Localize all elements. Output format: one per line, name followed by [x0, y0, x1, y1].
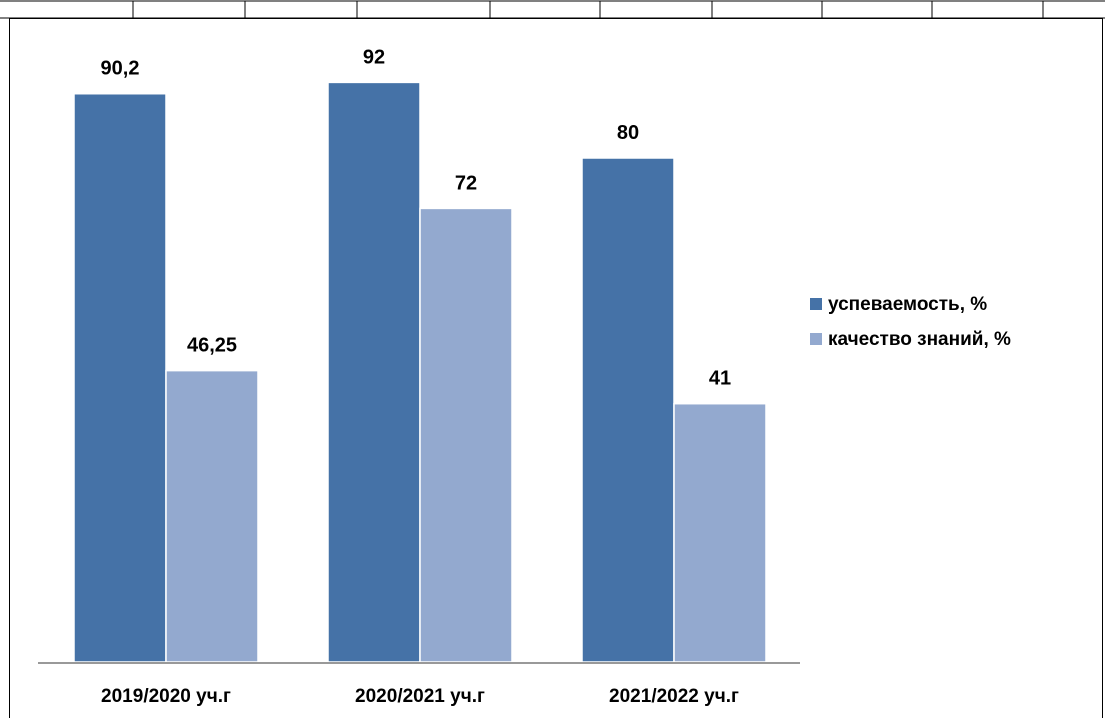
bar-uspevaemost-2	[327, 81, 421, 663]
data-label: 46,25	[187, 335, 237, 357]
bar-uspevaemost-1	[73, 92, 167, 663]
legend: успеваемость, % качество знаний, %	[810, 294, 1011, 350]
bar-kachestvo-2	[419, 207, 513, 663]
chart-frame	[9, 18, 1103, 718]
legend-swatch	[810, 333, 822, 345]
x-tick-label: 2019/2020 уч.г	[101, 686, 231, 707]
data-label: 92	[363, 46, 385, 68]
data-label: 80	[617, 122, 639, 144]
bars-layer	[73, 81, 767, 663]
data-labels-layer: 90,2 92 80 46,25 72 41	[101, 46, 732, 389]
legend-label: успеваемость, %	[828, 294, 987, 315]
data-label: 72	[455, 172, 477, 194]
legend-label: качество знаний, %	[828, 329, 1011, 350]
bar-kachestvo-3	[673, 402, 767, 663]
data-label: 41	[709, 368, 731, 390]
bar-kachestvo-1	[165, 369, 259, 663]
x-tick-label: 2021/2022 уч.г	[609, 686, 739, 707]
bar-uspevaemost-3	[581, 157, 675, 663]
x-tick-label: 2020/2021 уч.г	[355, 686, 485, 707]
legend-swatch	[810, 298, 822, 310]
x-tick-labels: 2019/2020 уч.г 2020/2021 уч.г 2021/2022 уч…	[101, 686, 739, 707]
data-label: 90,2	[101, 58, 140, 80]
